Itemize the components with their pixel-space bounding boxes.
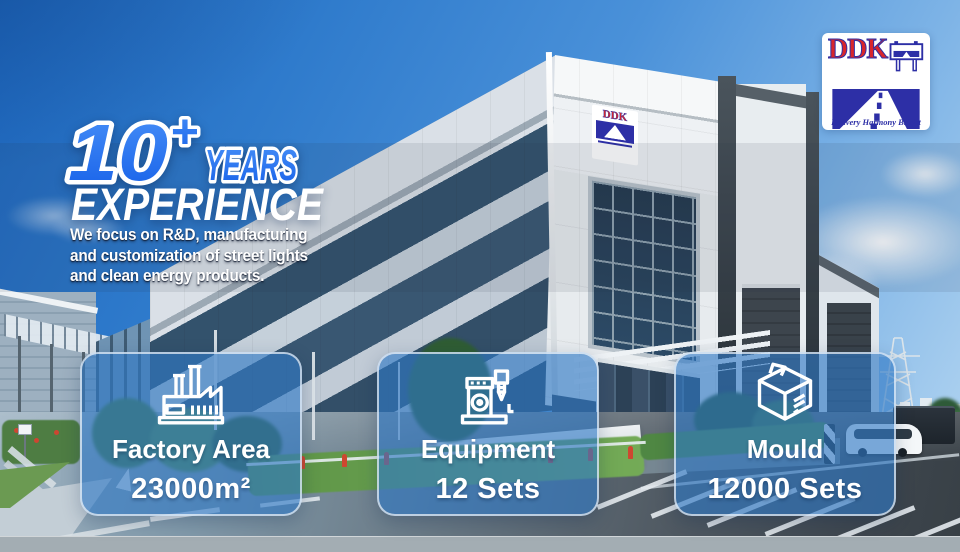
hero-description: We focus on R&D, manufacturing and custo… [70,225,340,287]
canopy-column [18,336,21,432]
hero-experience: EXPERIENCE [71,179,325,230]
sign-pole [24,430,26,460]
stat-card-factory-area: Factory Area 23000m² [80,352,302,516]
stat-value: 23000m² [131,473,251,505]
canopy-column [50,344,53,440]
annex-a-coping [736,84,806,109]
logo-tagline: Delivery Harmony Bright [831,117,921,127]
red-bollard [300,456,305,469]
stat-card-mould: Mould 12000 Sets [674,352,896,516]
logo-top-row: DDK [827,34,924,75]
hero-description-line: We focus on R&D, manufacturing [70,225,308,244]
hero-plus: + [170,110,198,159]
logo-company-name: DDK [827,34,888,65]
pavement-strip [0,536,960,552]
cloud [50,214,126,244]
stat-value: 12000 Sets [707,473,863,505]
red-flower [34,438,39,443]
stat-value: 12 Sets [435,473,541,505]
red-flower [14,428,19,433]
red-bollard [628,446,633,459]
stat-label: Mould [746,434,824,464]
van-wheel [898,448,907,457]
road-emblem [832,89,920,129]
equipment-icon [460,369,514,425]
cloud [6,196,102,236]
hero-description-line: and clean energy products. [70,266,265,285]
hero-headline: 10 + YEARS EXPERIENCE [64,110,325,230]
stat-label: Factory Area [112,434,270,464]
cloud [880,150,960,198]
stat-label: Equipment [420,434,556,464]
light-pole [312,352,315,440]
mould-icon [757,362,813,421]
factory-icon [157,364,225,425]
hero-description-line: and customization of street lights [70,245,308,265]
hero-number: 10 [68,110,168,197]
hero-years: YEARS [205,141,297,190]
road-triangle [604,123,626,140]
company-logo: DDK Delivery Harmony Bright [822,33,930,130]
red-bollard [342,454,347,467]
stat-card-equipment: Equipment 12 Sets [377,352,599,516]
road-sign [18,424,32,435]
facade-frame-column [806,92,819,430]
contrast-band-overlay [0,143,960,292]
billboard-sign-icon [889,41,924,72]
red-flower [54,430,59,435]
